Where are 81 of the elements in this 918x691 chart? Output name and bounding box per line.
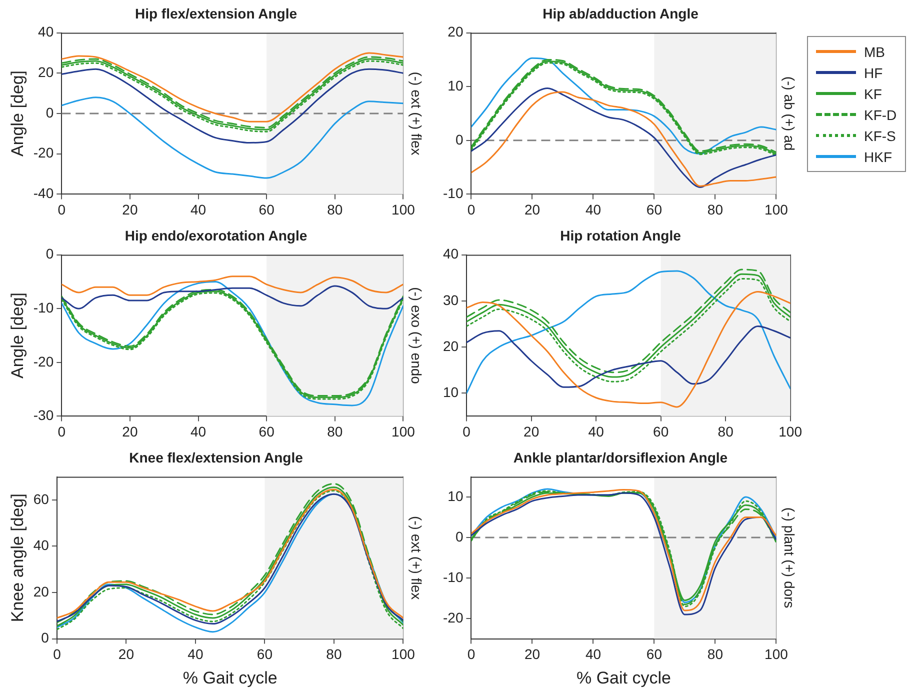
x-tick-label: 80 xyxy=(326,646,342,662)
x-tick-label: 100 xyxy=(392,201,416,218)
legend-label: HF xyxy=(864,64,883,80)
x-tick-label: 0 xyxy=(467,646,476,662)
x-tick-label: 40 xyxy=(585,201,602,218)
y-tick-label: -20 xyxy=(443,609,464,626)
x-tick-label: 20 xyxy=(524,646,540,662)
x-tick-label: 40 xyxy=(188,646,204,662)
legend-label: KF xyxy=(864,86,882,102)
y-tick-label: 10 xyxy=(448,77,464,94)
x-tick-label: 80 xyxy=(707,646,724,662)
x-axis-title: % Gait cycle xyxy=(576,668,671,688)
x-tick-label: 20 xyxy=(122,423,138,440)
x-tick-label: 0 xyxy=(58,423,66,440)
y-tick-label: 20 xyxy=(38,64,54,80)
chart-title: Hip rotation Angle xyxy=(560,227,682,244)
y-tick-label: -10 xyxy=(443,185,464,202)
legend-label: HKF xyxy=(864,148,892,164)
y2-axis-title: (-) ext (+) flex xyxy=(408,516,425,600)
x-tick-label: 80 xyxy=(327,201,343,218)
x-tick-label: 40 xyxy=(190,201,206,218)
chart-title: Ankle plantar/dorsiflexion Angle xyxy=(513,449,728,466)
y2-axis-title: (-) exo (+) endo xyxy=(408,287,425,384)
x-tick-label: 40 xyxy=(588,423,604,440)
y-tick-label: 30 xyxy=(442,292,459,308)
x-tick-label: 60 xyxy=(646,646,662,662)
y-tick-label: 60 xyxy=(33,490,50,507)
y-tick-label: 10 xyxy=(442,384,459,400)
y-tick-label: 0 xyxy=(41,630,50,646)
chart-title: Hip flex/extension Angle xyxy=(134,5,298,22)
x-tick-label: 40 xyxy=(585,646,602,662)
x-tick-label: 60 xyxy=(653,423,669,440)
legend-label: MB xyxy=(864,44,885,60)
x-tick-label: 100 xyxy=(392,423,416,440)
y-tick-label: -30 xyxy=(33,407,54,424)
y-axis-title: Knee angle [deg] xyxy=(8,494,27,622)
x-tick-label: 60 xyxy=(256,646,273,662)
y-tick-label: 0 xyxy=(46,246,54,262)
x-tick-label: 80 xyxy=(718,423,734,440)
x-tick-label: 20 xyxy=(118,646,134,662)
y-tick-label: 0 xyxy=(455,528,464,544)
x-tick-label: 100 xyxy=(778,423,802,440)
x-tick-label: 100 xyxy=(764,646,788,662)
y-tick-label: 0 xyxy=(455,131,464,148)
x-tick-label: 80 xyxy=(707,201,724,218)
x-tick-label: 100 xyxy=(764,201,788,218)
y2-axis-title: (-) ext (+) flex xyxy=(408,72,425,156)
y-tick-label: -10 xyxy=(33,299,54,316)
x-tick-label: 0 xyxy=(467,201,476,218)
y-tick-label: 10 xyxy=(448,488,464,504)
chart-title: Hip ab/adduction Angle xyxy=(542,5,699,22)
x-tick-label: 60 xyxy=(258,423,275,440)
y2-axis-title: (-) plant (+) dors xyxy=(782,507,798,608)
y-tick-label: 40 xyxy=(38,24,54,40)
x-tick-label: 40 xyxy=(190,423,206,440)
x-tick-label: 100 xyxy=(392,646,416,662)
y-tick-label: -20 xyxy=(33,144,54,161)
x-tick-label: 60 xyxy=(646,201,662,218)
x-tick-label: 0 xyxy=(58,201,66,218)
y-tick-label: -40 xyxy=(33,185,54,202)
x-tick-label: 20 xyxy=(122,201,138,218)
x-axis-title: % Gait cycle xyxy=(182,668,278,688)
x-tick-label: 20 xyxy=(524,423,540,440)
y2-axis-title: (-) ab (+) ad xyxy=(782,76,798,151)
x-tick-label: 60 xyxy=(258,201,275,218)
y-tick-label: 40 xyxy=(442,246,459,262)
y-tick-label: 20 xyxy=(442,338,459,354)
y-tick-label: 0 xyxy=(46,104,54,120)
y-tick-label: 20 xyxy=(448,24,464,40)
y-tick-label: -20 xyxy=(33,353,54,370)
y-axis-title: Angle [deg] xyxy=(8,292,27,379)
x-tick-label: 20 xyxy=(524,201,540,218)
legend-label: KF-D xyxy=(864,106,897,122)
legend-label: KF-S xyxy=(864,128,896,144)
x-tick-label: 80 xyxy=(327,423,343,440)
y-tick-label: -10 xyxy=(443,568,464,585)
y-tick-label: 20 xyxy=(33,583,50,600)
y-axis-title: Angle [deg] xyxy=(8,70,27,157)
chart-title: Knee flex/extension Angle xyxy=(129,449,304,466)
y-tick-label: 40 xyxy=(33,537,50,554)
chart-title: Hip endo/exorotation Angle xyxy=(124,227,308,244)
